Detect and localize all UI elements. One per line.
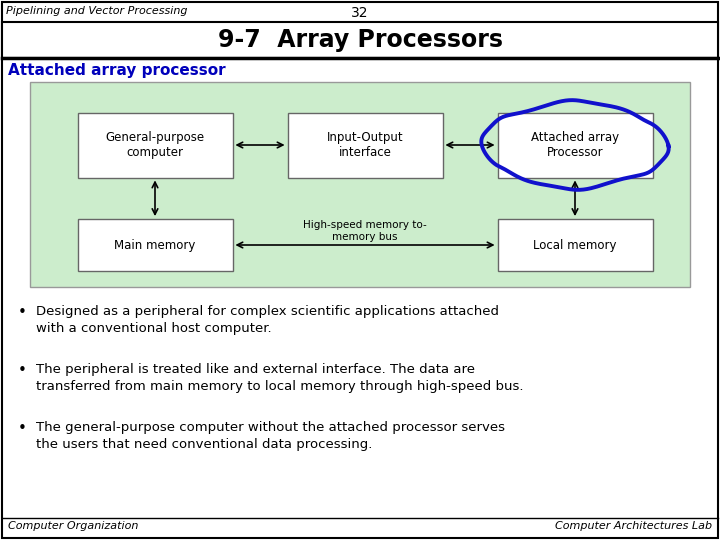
Text: The peripheral is treated like and external interface. The data are
transferred : The peripheral is treated like and exter… bbox=[36, 363, 523, 393]
Text: Input-Output
interface: Input-Output interface bbox=[327, 131, 403, 159]
Text: •: • bbox=[18, 421, 27, 436]
Text: The general-purpose computer without the attached processor serves
the users tha: The general-purpose computer without the… bbox=[36, 421, 505, 451]
Text: Computer Architectures Lab: Computer Architectures Lab bbox=[555, 521, 712, 531]
Text: 32: 32 bbox=[351, 6, 369, 20]
Text: High-speed memory to-
memory bus: High-speed memory to- memory bus bbox=[303, 220, 427, 242]
FancyBboxPatch shape bbox=[498, 219, 652, 271]
FancyBboxPatch shape bbox=[2, 22, 718, 58]
Text: Pipelining and Vector Processing: Pipelining and Vector Processing bbox=[6, 6, 187, 16]
Text: 9-7  Array Processors: 9-7 Array Processors bbox=[217, 28, 503, 52]
Text: •: • bbox=[18, 305, 27, 320]
Text: General-purpose
computer: General-purpose computer bbox=[105, 131, 204, 159]
Text: Main memory: Main memory bbox=[114, 239, 196, 252]
Text: Computer Organization: Computer Organization bbox=[8, 521, 138, 531]
FancyBboxPatch shape bbox=[287, 112, 443, 178]
FancyBboxPatch shape bbox=[78, 112, 233, 178]
Text: Local memory: Local memory bbox=[534, 239, 617, 252]
Text: •: • bbox=[18, 363, 27, 378]
FancyBboxPatch shape bbox=[30, 82, 690, 287]
FancyBboxPatch shape bbox=[498, 112, 652, 178]
Text: Attached array
Processor: Attached array Processor bbox=[531, 131, 619, 159]
FancyBboxPatch shape bbox=[78, 219, 233, 271]
Text: Designed as a peripheral for complex scientific applications attached
with a con: Designed as a peripheral for complex sci… bbox=[36, 305, 499, 335]
Text: Attached array processor: Attached array processor bbox=[8, 63, 225, 78]
